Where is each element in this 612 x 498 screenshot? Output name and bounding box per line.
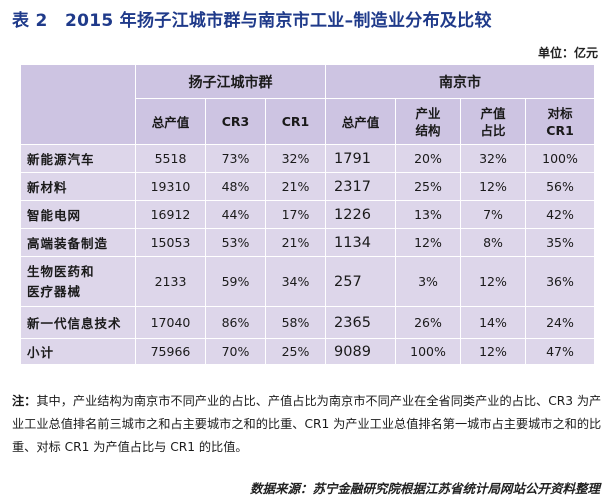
cell-nj-struct: 13%	[395, 200, 462, 229]
cell-yz-cr3: 86%	[205, 306, 266, 339]
cell-yz-cr3: 70%	[205, 338, 266, 365]
row-label: 智能电网	[20, 200, 136, 229]
unit-label: 单位：亿元	[537, 46, 598, 60]
row-label: 新一代信息技术	[20, 306, 136, 339]
group-yz: 扬子江城市群	[134, 64, 327, 99]
cell-yz-output: 2133	[135, 256, 206, 307]
cell-nj-share: 12%	[460, 172, 527, 201]
sub-header-row: 总产值 CR3 CR1 总产值 产业结构 产值占比 对标CR1	[21, 98, 596, 145]
row-label-text: 生物医药和医疗器械	[27, 263, 95, 299]
cell-nj-share: 14%	[460, 306, 527, 339]
cell-nj-share: 32%	[460, 144, 527, 173]
cell-yz-cr1: 25%	[264, 338, 327, 365]
cell-yz-cr3: 44%	[205, 200, 266, 229]
cell-yz-cr1: 32%	[264, 144, 327, 173]
table-title: 表 2 2015 年扬子江城市群与南京市工业–制造业分布及比较	[12, 11, 492, 31]
col-nj-share-label: 产值占比	[480, 105, 506, 138]
col-nj-bench-label: 对标CR1	[546, 105, 574, 138]
cell-nj-struct: 20%	[395, 144, 462, 173]
col-nj-struct-label: 产业结构	[415, 105, 441, 138]
cell-nj-share: 12%	[460, 256, 527, 307]
cell-yz-cr3: 48%	[205, 172, 266, 201]
cell-nj-share: 8%	[460, 228, 527, 257]
cell-nj-output: 257	[325, 256, 397, 307]
cell-nj-struct: 25%	[395, 172, 462, 201]
cell-nj-output: 2317	[325, 172, 397, 201]
col-nj-bench: 对标CR1	[525, 98, 596, 145]
table-row: 生物医药和医疗器械 2133 59% 34% 257 3% 12% 36%	[20, 256, 596, 307]
cell-nj-struct: 100%	[395, 338, 462, 365]
cell-nj-bench: 56%	[525, 172, 596, 201]
cell-yz-cr1: 17%	[264, 200, 327, 229]
data-table: 扬子江城市群 南京市 总产值 CR3 CR1 总产值 产业结构 产值占比 对标C…	[20, 64, 596, 365]
cell-yz-output: 15053	[135, 228, 206, 257]
cell-yz-output: 5518	[135, 144, 206, 173]
cell-nj-output: 9089	[325, 338, 397, 365]
row-label: 新材料	[20, 172, 136, 201]
row-label: 生物医药和医疗器械	[20, 256, 136, 307]
row-label: 新能源汽车	[20, 144, 136, 173]
cell-yz-cr1: 58%	[264, 306, 327, 339]
cell-yz-cr1: 21%	[264, 172, 327, 201]
cell-nj-share: 7%	[460, 200, 527, 229]
data-source: 数据来源：苏宁金融研究院根据江苏省统计局网站公开资料整理	[249, 481, 600, 496]
cell-nj-bench: 47%	[525, 338, 596, 365]
cell-nj-output: 2365	[325, 306, 397, 339]
table-row: 新一代信息技术 17040 86% 58% 2365 26% 14% 24%	[20, 306, 596, 339]
col-yz-output: 总产值	[135, 98, 206, 145]
cell-nj-share: 12%	[460, 338, 527, 365]
cell-nj-struct: 12%	[395, 228, 462, 257]
table-row: 高端装备制造 15053 53% 21% 1134 12% 8% 35%	[20, 228, 596, 257]
col-yz-cr3: CR3	[205, 98, 266, 145]
table-note: 注：其中，产业结构为南京市不同产业的占比、产值占比为南京市不同产业在全省同类产业…	[12, 390, 602, 459]
cell-nj-bench: 35%	[525, 228, 596, 257]
cell-yz-output: 17040	[135, 306, 206, 339]
subtotal-row: 小计 75966 70% 25% 9089 100% 12% 47%	[20, 338, 596, 365]
col-yz-cr1: CR1	[264, 98, 327, 145]
table-row: 新能源汽车 5518 73% 32% 1791 20% 32% 100%	[20, 144, 596, 173]
cell-yz-output: 75966	[135, 338, 206, 365]
table-row: 智能电网 16912 44% 17% 1226 13% 7% 42%	[20, 200, 596, 229]
cell-nj-bench: 36%	[525, 256, 596, 307]
cell-nj-struct: 26%	[395, 306, 462, 339]
col-nj-output: 总产值	[325, 98, 397, 145]
cell-yz-output: 19310	[135, 172, 206, 201]
col-nj-share: 产值占比	[460, 98, 527, 145]
cell-nj-bench: 100%	[525, 144, 596, 173]
col-nj-struct: 产业结构	[395, 98, 462, 145]
cell-yz-output: 16912	[135, 200, 206, 229]
cell-nj-output: 1791	[325, 144, 397, 173]
cell-yz-cr3: 59%	[205, 256, 266, 307]
note-label: 注：	[12, 394, 37, 408]
cell-nj-struct: 3%	[395, 256, 462, 307]
cell-yz-cr3: 53%	[205, 228, 266, 257]
table-row: 新材料 19310 48% 21% 2317 25% 12% 56%	[20, 172, 596, 201]
cell-yz-cr3: 73%	[205, 144, 266, 173]
cell-yz-cr1: 21%	[264, 228, 327, 257]
corner-cell	[20, 64, 136, 145]
group-header-row: 扬子江城市群 南京市	[20, 64, 596, 145]
row-label: 高端装备制造	[20, 228, 136, 257]
cell-nj-bench: 42%	[525, 200, 596, 229]
cell-nj-output: 1134	[325, 228, 397, 257]
note-text: 其中，产业结构为南京市不同产业的占比、产值占比为南京市不同产业在全省同类产业的占…	[12, 394, 602, 454]
row-label: 小计	[20, 338, 136, 365]
cell-nj-output: 1226	[325, 200, 397, 229]
cell-yz-cr1: 34%	[264, 256, 327, 307]
cell-nj-bench: 24%	[525, 306, 596, 339]
group-nj: 南京市	[325, 64, 596, 99]
